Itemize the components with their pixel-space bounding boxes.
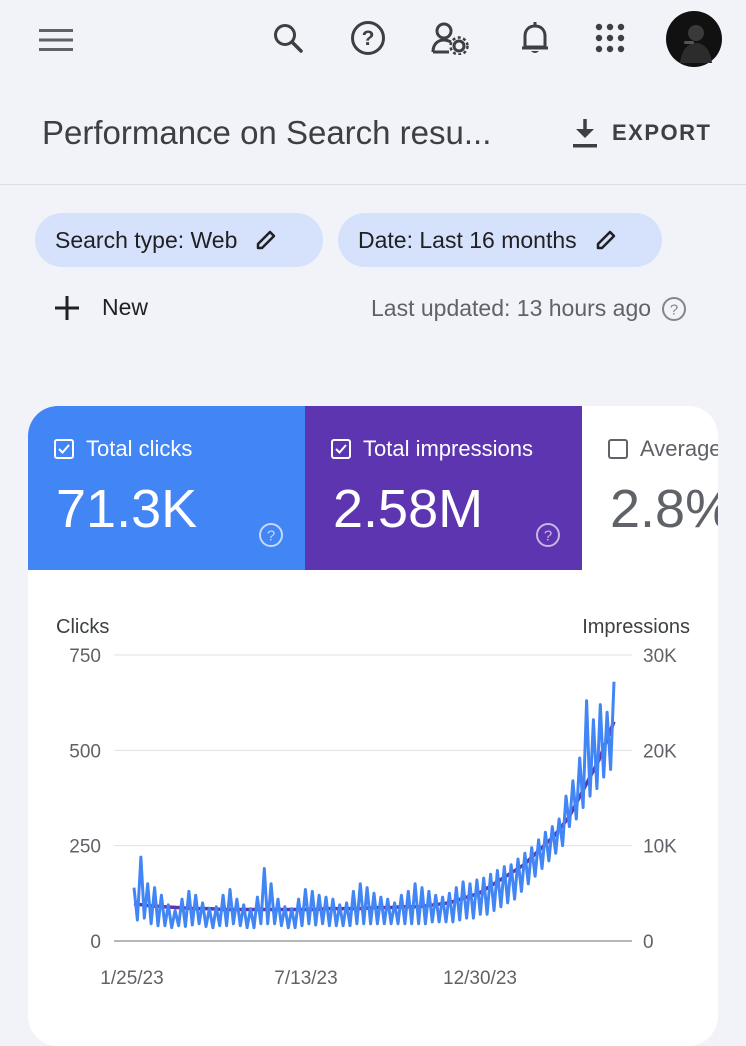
plus-icon	[55, 295, 79, 320]
checkbox-unchecked[interactable]	[608, 439, 628, 459]
svg-text:?: ?	[670, 301, 678, 318]
date-chip[interactable]: Date: Last 16 months	[338, 213, 662, 267]
download-icon	[573, 119, 597, 148]
help-icon[interactable]: ?	[258, 522, 284, 548]
checkbox-checked[interactable]	[331, 439, 351, 459]
right-tick-label: 0	[643, 932, 654, 953]
left-axis-title: Clicks	[56, 616, 109, 638]
search-icon[interactable]	[268, 18, 308, 58]
metric-value: 2.8%	[610, 479, 718, 539]
left-tick-label: 750	[69, 646, 101, 667]
export-button[interactable]: EXPORT	[572, 118, 711, 148]
help-icon[interactable]: ?	[348, 18, 388, 58]
left-tick-label: 250	[69, 837, 101, 858]
page-title: Performance on Search resu...	[42, 114, 492, 151]
metric-value: 2.58M	[333, 479, 484, 539]
right-tick-label: 30K	[643, 646, 677, 667]
performance-card: Total clicks 71.3K ? Total impressions 2…	[28, 406, 718, 1046]
metric-tile-clicks[interactable]: Total clicks 71.3K ?	[28, 406, 305, 570]
pencil-icon	[596, 230, 615, 250]
x-tick-label: 1/25/23	[100, 968, 163, 989]
pencil-icon	[257, 230, 276, 250]
help-icon[interactable]: ?	[661, 296, 687, 322]
help-icon[interactable]: ?	[535, 522, 561, 548]
right-axis-title: Impressions	[582, 616, 690, 638]
new-label: New	[102, 294, 149, 320]
svg-text:?: ?	[267, 528, 275, 545]
series-line-clicks	[132, 681, 616, 930]
menu-icon[interactable]	[36, 20, 76, 60]
metric-tile-average[interactable]: Average 2.8%	[582, 406, 718, 570]
date-label: Date: Last 16 months	[358, 226, 577, 253]
right-tick-label: 20K	[643, 741, 677, 762]
x-tick-label: 7/13/23	[274, 968, 337, 989]
performance-chart: Clicks Impressions 750 30K 500 20K 250 10K 0 0 1…	[56, 616, 690, 989]
user-settings-icon[interactable]	[430, 18, 470, 58]
metric-tile-impressions[interactable]: Total impressions 2.58M ?	[305, 406, 582, 570]
checkbox-checked[interactable]	[54, 439, 74, 459]
search-type-chip[interactable]: Search type: Web	[35, 213, 323, 267]
title-bar: Performance on Search resu... EXPORT	[0, 90, 746, 185]
right-tick-label: 10K	[643, 837, 677, 858]
metric-value: 71.3K	[56, 479, 198, 539]
left-tick-label: 0	[90, 932, 101, 953]
svg-text:?: ?	[544, 528, 552, 545]
apps-grid-icon[interactable]	[590, 18, 630, 58]
metric-label: Average	[640, 436, 718, 461]
new-filter-button[interactable]: New	[54, 294, 148, 321]
top-app-bar: ?	[0, 0, 746, 80]
export-label: EXPORT	[612, 120, 712, 145]
left-tick-label: 500	[69, 741, 101, 762]
x-tick-label: 12/30/23	[443, 968, 517, 989]
search-type-label: Search type: Web	[55, 226, 238, 253]
last-updated: Last updated: 13 hours ago ?	[371, 295, 687, 322]
metric-label: Total impressions	[363, 436, 533, 461]
svg-text:?: ?	[362, 27, 375, 50]
bell-icon[interactable]	[515, 18, 555, 58]
avatar[interactable]	[666, 11, 722, 67]
metric-label: Total clicks	[86, 436, 193, 461]
last-updated-text: Last updated: 13 hours ago	[371, 295, 652, 321]
